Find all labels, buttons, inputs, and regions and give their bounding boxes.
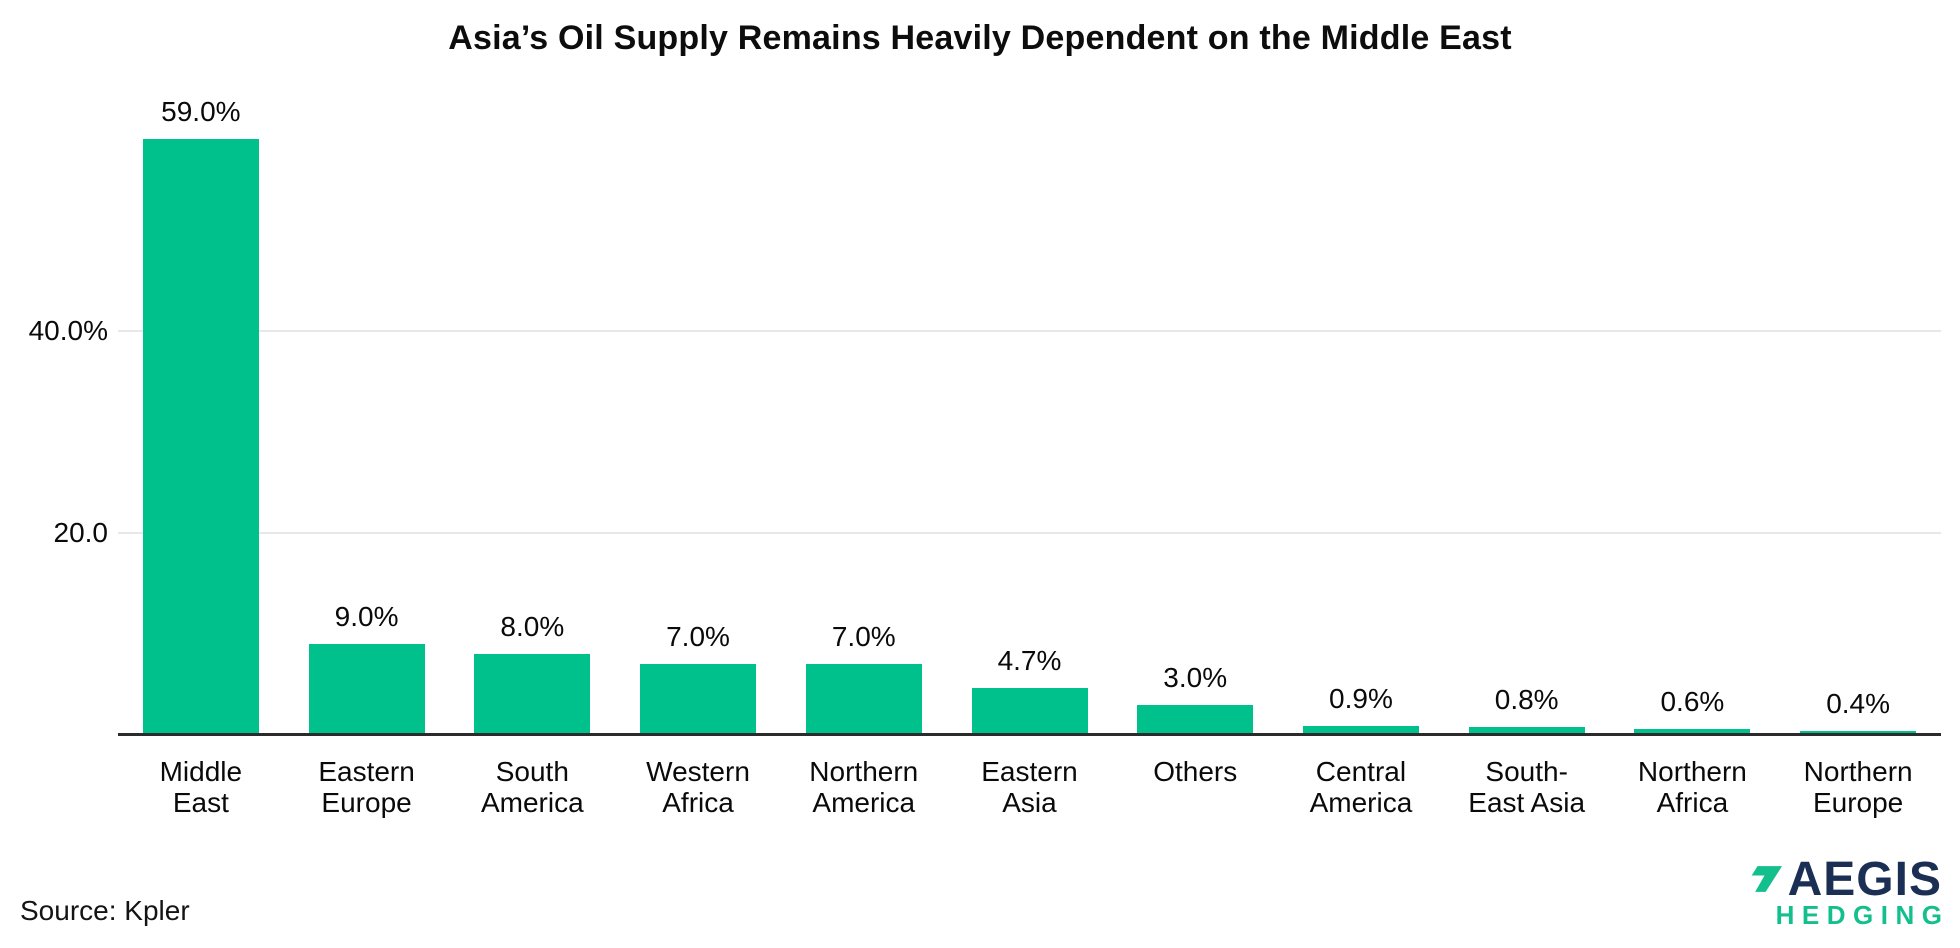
bar-others bbox=[1137, 705, 1254, 735]
source-note: Source: Kpler bbox=[20, 895, 190, 926]
aegis-hedging-logo: AEGIS HEDGING bbox=[1736, 853, 1942, 928]
category-label-line: Northern bbox=[1637, 756, 1747, 787]
x-axis-category-label: South America bbox=[449, 756, 615, 818]
aegis-logo-subtitle: HEDGING bbox=[1775, 900, 1950, 930]
bar-northern-america bbox=[805, 664, 922, 735]
category-label-line: East bbox=[172, 787, 229, 818]
x-axis-category-label: Northern America bbox=[781, 756, 947, 818]
x-axis-category-label: South- East Asia bbox=[1444, 756, 1610, 818]
x-axis-category-label: Others bbox=[1112, 756, 1278, 787]
y-axis-tick-label: 40.0% bbox=[28, 315, 108, 346]
category-label-line: East Asia bbox=[1468, 787, 1586, 818]
bar-value-label: 59.0% bbox=[161, 96, 241, 127]
bar-eastern-europe bbox=[308, 644, 425, 735]
category-label-line: South- bbox=[1485, 756, 1568, 787]
bar-central-america bbox=[1302, 726, 1419, 735]
bar-value-label: 4.7% bbox=[997, 645, 1062, 676]
x-axis-category-label: Northern Africa bbox=[1610, 756, 1776, 818]
category-label-line: Western bbox=[646, 756, 750, 787]
gridline bbox=[118, 532, 1941, 534]
category-label-line: Others bbox=[1153, 756, 1238, 787]
chart-title: Asia’s Oil Supply Remains Heavily Depend… bbox=[448, 19, 1512, 57]
bar-value-label: 8.0% bbox=[500, 611, 565, 642]
bar-value-label: 0.4% bbox=[1826, 688, 1891, 719]
category-label-line: Africa bbox=[662, 787, 734, 818]
category-label-line: America bbox=[480, 787, 584, 818]
category-label-line: South bbox=[495, 756, 569, 787]
aegis-flag-icon bbox=[1751, 866, 1782, 892]
category-label-line: Central bbox=[1315, 756, 1407, 787]
bar-value-label: 7.0% bbox=[666, 621, 730, 652]
y-axis-tick-label: 20.0 bbox=[53, 517, 109, 548]
category-label-line: Eastern bbox=[318, 756, 415, 787]
bar-value-label: 9.0% bbox=[334, 601, 399, 632]
bar-value-label: 3.0% bbox=[1163, 662, 1228, 693]
category-label-line: Africa bbox=[1656, 787, 1729, 818]
category-label-line: Northern bbox=[809, 756, 919, 787]
x-axis-category-label: Eastern Europe bbox=[284, 756, 450, 818]
x-axis-category-label: Middle East bbox=[118, 756, 284, 818]
bar-value-label: 0.8% bbox=[1494, 684, 1559, 715]
category-label-line: Europe bbox=[321, 787, 412, 818]
bar-northern-africa bbox=[1634, 729, 1751, 735]
category-label-line: Europe bbox=[1812, 787, 1904, 818]
bar-value-label: 7.0% bbox=[831, 621, 896, 652]
category-label-line: America bbox=[812, 787, 916, 818]
logo-row: AEGIS bbox=[1746, 853, 1942, 906]
gridline bbox=[118, 330, 1941, 332]
x-axis-line bbox=[118, 733, 1941, 736]
bar-middle-east bbox=[142, 139, 259, 735]
x-axis-category-label: Eastern Asia bbox=[947, 756, 1113, 818]
bar-eastern-asia bbox=[971, 688, 1088, 735]
category-label-line: America bbox=[1309, 787, 1413, 818]
category-label-line: Northern bbox=[1803, 756, 1913, 787]
category-label-line: Eastern bbox=[981, 756, 1078, 787]
category-label-line: Asia bbox=[1002, 787, 1057, 818]
x-axis-category-label: Northern Europe bbox=[1775, 756, 1941, 818]
bar-south-america bbox=[474, 654, 591, 735]
aegis-logo-name: AEGIS bbox=[1787, 853, 1942, 906]
x-axis-category-label: Western Africa bbox=[615, 756, 781, 818]
category-label-line: Middle bbox=[159, 756, 243, 787]
bar-south-east-asia bbox=[1468, 727, 1585, 735]
bar-western-africa bbox=[640, 664, 757, 735]
bar-value-label: 0.6% bbox=[1660, 686, 1725, 717]
bar-value-label: 0.9% bbox=[1329, 683, 1393, 714]
x-axis-category-label: Central America bbox=[1278, 756, 1444, 818]
